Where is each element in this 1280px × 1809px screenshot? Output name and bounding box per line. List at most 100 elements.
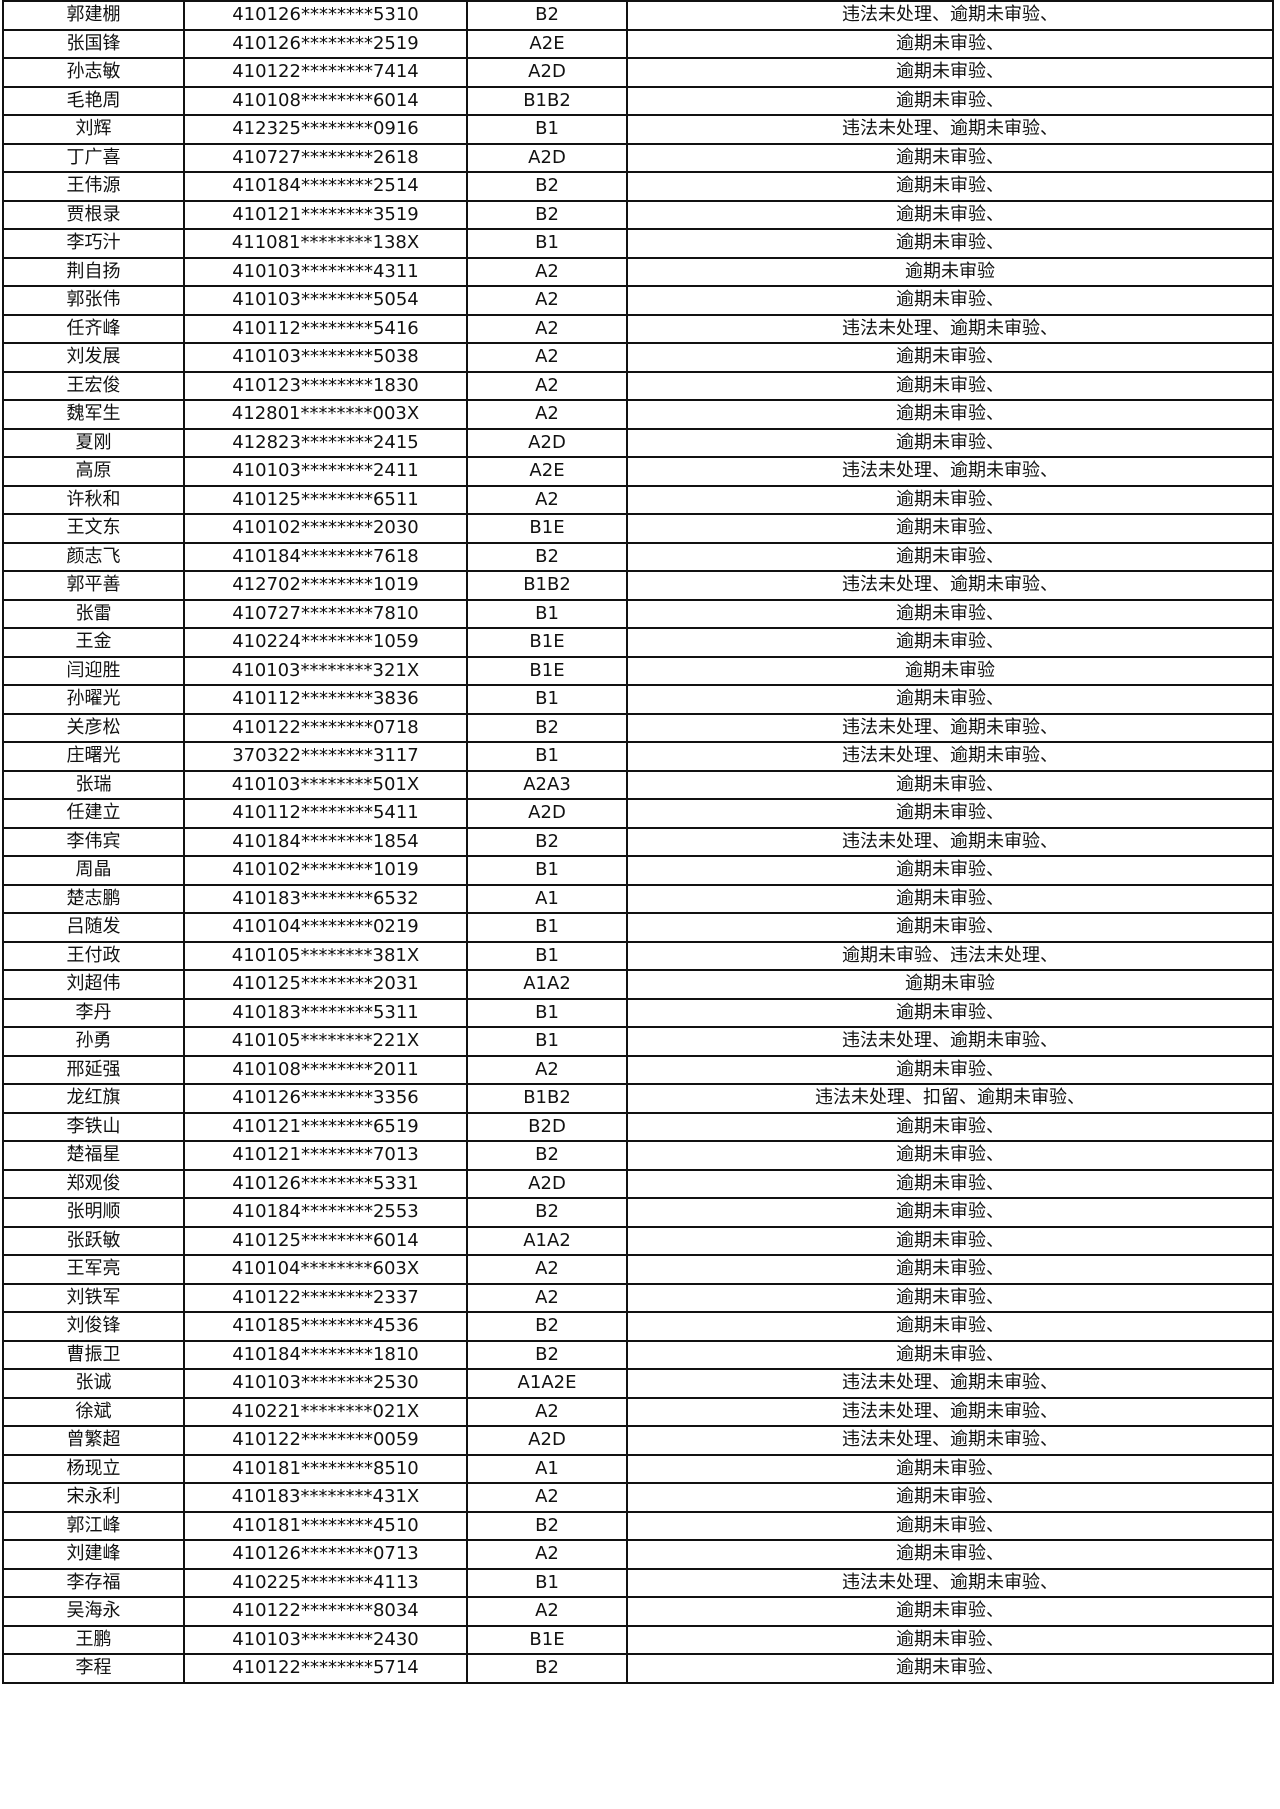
id-number-cell: 410183********6532 xyxy=(183,883,468,914)
license-class-cell: B2 xyxy=(466,1197,628,1228)
table-row: 李丹 410183********5311 B1 逾期未审验、 xyxy=(2,997,1274,1028)
table-row: 王付政 410105********381X B1 逾期未审验、违法未处理、 xyxy=(2,940,1274,971)
name-cell: 吕随发 xyxy=(2,912,185,943)
status-cell: 逾期未审验、 xyxy=(626,370,1274,401)
license-class-cell: A2E xyxy=(466,28,628,59)
status-cell: 逾期未审验、 xyxy=(626,1482,1274,1513)
id-number-cell: 410727********2618 xyxy=(183,142,468,173)
status-cell: 逾期未审验、 xyxy=(626,1539,1274,1570)
id-number-cell: 410125********6511 xyxy=(183,484,468,515)
license-class-cell: A2D xyxy=(466,142,628,173)
table-row: 邢延强 410108********2011 A2 逾期未审验、 xyxy=(2,1054,1274,1085)
name-cell: 颜志飞 xyxy=(2,541,185,572)
table-row: 刘铁军 410122********2337 A2 逾期未审验、 xyxy=(2,1282,1274,1313)
table-row: 任建立 410112********5411 A2D 逾期未审验、 xyxy=(2,798,1274,829)
status-cell: 逾期未审验、 xyxy=(626,342,1274,373)
status-cell: 逾期未审验、 xyxy=(626,798,1274,829)
status-cell: 逾期未审验、 xyxy=(626,1596,1274,1627)
name-cell: 李铁山 xyxy=(2,1111,185,1142)
name-cell: 龙红旗 xyxy=(2,1083,185,1114)
id-number-cell: 410184********2553 xyxy=(183,1197,468,1228)
license-class-cell: A1A2 xyxy=(466,1225,628,1256)
name-cell: 张明顺 xyxy=(2,1197,185,1228)
id-number-cell: 410185********4536 xyxy=(183,1311,468,1342)
table-row: 庄曙光 370322********3117 B1 违法未处理、逾期未审验、 xyxy=(2,741,1274,772)
id-number-cell: 410184********7618 xyxy=(183,541,468,572)
table-row: 贾根录 410121********3519 B2 逾期未审验、 xyxy=(2,199,1274,230)
table-row: 郭江峰 410181********4510 B2 逾期未审验、 xyxy=(2,1510,1274,1541)
license-class-cell: A2 xyxy=(466,1282,628,1313)
id-number-cell: 410105********221X xyxy=(183,1026,468,1057)
license-class-cell: B2D xyxy=(466,1111,628,1142)
table-row: 周晶 410102********1019 B1 逾期未审验、 xyxy=(2,855,1274,886)
status-cell: 逾期未审验、 xyxy=(626,1254,1274,1285)
name-cell: 荆自扬 xyxy=(2,256,185,287)
id-number-cell: 410121********7013 xyxy=(183,1140,468,1171)
table-row: 刘建峰 410126********0713 A2 逾期未审验、 xyxy=(2,1539,1274,1570)
table-row: 曹振卫 410184********1810 B2 逾期未审验、 xyxy=(2,1339,1274,1370)
id-number-cell: 410183********5311 xyxy=(183,997,468,1028)
name-cell: 夏刚 xyxy=(2,427,185,458)
status-cell: 逾期未审验、 xyxy=(626,28,1274,59)
license-class-cell: A1 xyxy=(466,883,628,914)
status-cell: 逾期未审验、 xyxy=(626,598,1274,629)
status-cell: 违法未处理、逾期未审验、 xyxy=(626,570,1274,601)
table-row: 张瑞 410103********501X A2A3 逾期未审验、 xyxy=(2,769,1274,800)
name-cell: 郭张伟 xyxy=(2,285,185,316)
name-cell: 李丹 xyxy=(2,997,185,1028)
license-class-cell: A2D xyxy=(466,798,628,829)
license-class-cell: A2 xyxy=(466,256,628,287)
table-row: 毛艳周 410108********6014 B1B2 逾期未审验、 xyxy=(2,85,1274,116)
table-row: 王金 410224********1059 B1E 逾期未审验、 xyxy=(2,627,1274,658)
name-cell: 李程 xyxy=(2,1653,185,1684)
table-row: 闫迎胜 410103********321X B1E 逾期未审验 xyxy=(2,655,1274,686)
name-cell: 邢延强 xyxy=(2,1054,185,1085)
status-cell: 逾期未审验、 xyxy=(626,684,1274,715)
license-class-cell: B2 xyxy=(466,0,628,31)
status-cell: 违法未处理、逾期未审验、 xyxy=(626,1396,1274,1427)
name-cell: 王宏俊 xyxy=(2,370,185,401)
status-cell: 违法未处理、逾期未审验、 xyxy=(626,114,1274,145)
name-cell: 刘俊锋 xyxy=(2,1311,185,1342)
license-class-cell: B2 xyxy=(466,171,628,202)
name-cell: 贾根录 xyxy=(2,199,185,230)
license-class-cell: B1 xyxy=(466,855,628,886)
license-class-cell: A2 xyxy=(466,1482,628,1513)
table-body: 郭建棚 410126********5310 B2 违法未处理、逾期未审验、 张国锋 41… xyxy=(2,0,1274,1684)
id-number-cell: 410103********4311 xyxy=(183,256,468,287)
status-cell: 逾期未审验、 xyxy=(626,1339,1274,1370)
table-row: 任齐峰 410112********5416 A2 违法未处理、逾期未审验、 xyxy=(2,313,1274,344)
status-cell: 逾期未审验、 xyxy=(626,513,1274,544)
license-class-cell: A2 xyxy=(466,1054,628,1085)
id-number-cell: 410184********2514 xyxy=(183,171,468,202)
name-cell: 刘超伟 xyxy=(2,969,185,1000)
license-class-cell: A2 xyxy=(466,484,628,515)
status-cell: 逾期未审验、 xyxy=(626,142,1274,173)
license-class-cell: B1 xyxy=(466,940,628,971)
id-number-cell: 410727********7810 xyxy=(183,598,468,629)
license-class-cell: A2D xyxy=(466,57,628,88)
name-cell: 李存福 xyxy=(2,1567,185,1598)
table-row: 张诚 410103********2530 A1A2E 违法未处理、逾期未审验、 xyxy=(2,1368,1274,1399)
table-row: 刘辉 412325********0916 B1 违法未处理、逾期未审验、 xyxy=(2,114,1274,145)
name-cell: 王鹏 xyxy=(2,1624,185,1655)
id-number-cell: 410126********5310 xyxy=(183,0,468,31)
status-cell: 逾期未审验、 xyxy=(626,285,1274,316)
license-class-cell: B1E xyxy=(466,513,628,544)
table-row: 王宏俊 410123********1830 A2 逾期未审验、 xyxy=(2,370,1274,401)
name-cell: 许秋和 xyxy=(2,484,185,515)
name-cell: 曾繁超 xyxy=(2,1425,185,1456)
id-number-cell: 410126********0713 xyxy=(183,1539,468,1570)
license-class-cell: A1A2E xyxy=(466,1368,628,1399)
table-row: 徐斌 410221********021X A2 违法未处理、逾期未审验、 xyxy=(2,1396,1274,1427)
license-class-cell: B2 xyxy=(466,826,628,857)
status-cell: 违法未处理、逾期未审验、 xyxy=(626,1368,1274,1399)
name-cell: 高原 xyxy=(2,456,185,487)
name-cell: 张雷 xyxy=(2,598,185,629)
status-cell: 逾期未审验 xyxy=(626,969,1274,1000)
license-class-cell: B1 xyxy=(466,228,628,259)
name-cell: 张瑞 xyxy=(2,769,185,800)
status-cell: 逾期未审验、 xyxy=(626,1054,1274,1085)
table-row: 楚志鹏 410183********6532 A1 逾期未审验、 xyxy=(2,883,1274,914)
status-cell: 逾期未审验、 xyxy=(626,541,1274,572)
